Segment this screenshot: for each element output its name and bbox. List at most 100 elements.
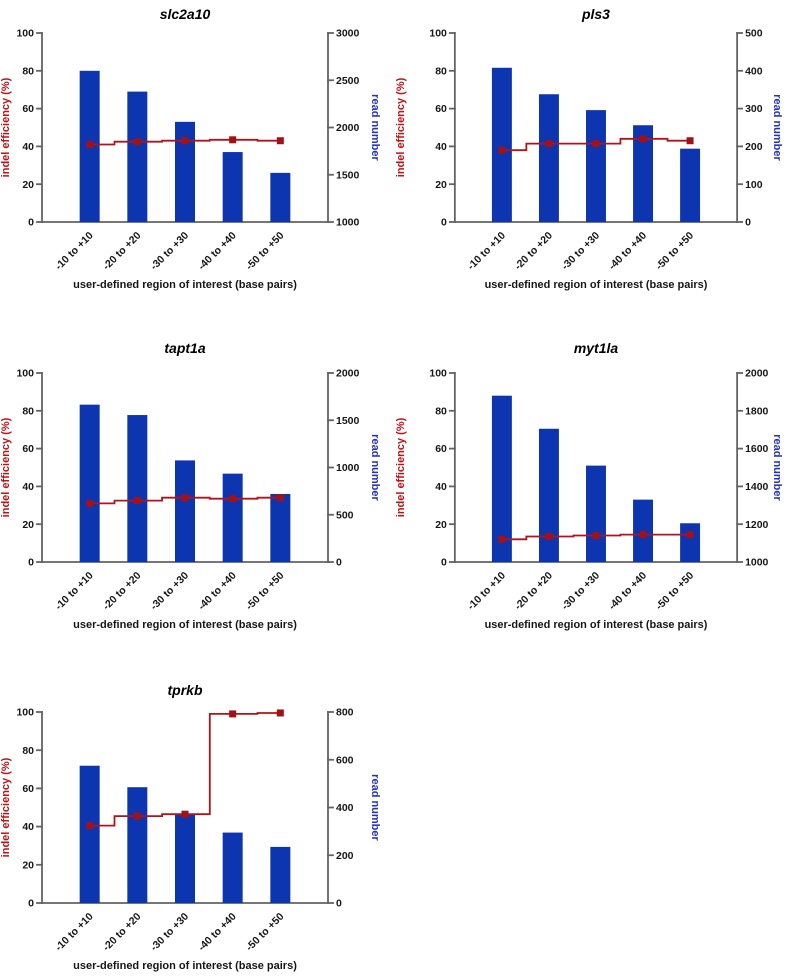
line-marker--40 to +40 [639, 135, 647, 143]
bar--50 to +50 [270, 846, 291, 903]
right-tick-label: 200 [745, 142, 763, 153]
right-axis-title: read number [771, 94, 783, 161]
left-tick-label: 0 [28, 217, 34, 229]
x-tick-label: -40 to +40 [196, 570, 239, 613]
right-tick-label: 400 [745, 66, 763, 77]
left-tick-label: 80 [22, 745, 34, 757]
left-tick-label: 100 [16, 368, 34, 380]
bar--10 to +10 [79, 404, 100, 562]
bar--40 to +40 [633, 499, 654, 562]
line-marker--10 to +10 [86, 822, 94, 830]
right-tick-label: 1500 [336, 169, 360, 181]
line-marker--20 to +20 [133, 138, 141, 146]
right-tick-label: 1500 [336, 415, 360, 427]
right-tick-label: 2000 [336, 122, 360, 134]
chart-svg-tprkb: tprkb 0 20 40 60 80 100 0 200 400 600 800 -10 to +10… [0, 682, 381, 972]
chart-myt1la: myt1la 0 20 40 60 80 100 1000 1200 1400 1600 1800 20… [394, 330, 787, 660]
empty-cell [394, 660, 787, 976]
chart-title: myt1la [574, 340, 618, 356]
left-tick-label: 0 [28, 557, 34, 569]
right-tick-label: 1800 [745, 406, 768, 417]
line-marker--40 to +40 [229, 136, 237, 144]
chart-title: slc2a10 [160, 6, 211, 22]
line-marker--40 to +40 [229, 495, 237, 503]
right-tick-label: 2000 [745, 369, 768, 380]
x-axis-title: user-defined region of interest (base pa… [73, 960, 297, 972]
left-tick-label: 40 [22, 821, 34, 833]
bar--40 to +40 [633, 125, 654, 222]
bar--20 to +20 [127, 415, 148, 562]
bar--30 to +30 [586, 110, 606, 222]
indel-efficiency-line [501, 533, 691, 541]
left-tick-label: 20 [435, 180, 447, 191]
right-tick-label: 400 [336, 802, 354, 814]
x-tick-label: -10 to +10 [466, 570, 508, 612]
bar--40 to +40 [222, 832, 243, 903]
chart-pls3: pls3 0 20 40 60 80 100 0 100 200 300 400 500 -10 to +… [394, 0, 787, 330]
x-tick-label: -10 to +10 [53, 230, 96, 273]
left-tick-label: 0 [28, 898, 34, 910]
x-tick-label: -20 to +20 [513, 230, 555, 272]
chart-title: pls3 [581, 6, 610, 22]
left-tick-label: 40 [435, 142, 447, 153]
line-marker--10 to +10 [86, 499, 94, 507]
x-tick-label: -40 to +40 [196, 911, 239, 954]
right-tick-label: 3000 [336, 28, 360, 40]
line-marker--20 to +20 [133, 497, 141, 505]
bar--30 to +30 [175, 121, 195, 222]
line-marker--30 to +30 [181, 137, 189, 145]
bar--20 to +20 [127, 91, 148, 222]
x-tick-label: -30 to +30 [148, 230, 191, 273]
line-marker--50 to +50 [276, 137, 284, 145]
left-tick-label: 60 [22, 783, 34, 795]
left-tick-label: 20 [22, 859, 34, 871]
x-tick-label: -50 to +50 [244, 230, 287, 273]
left-tick-label: 80 [22, 405, 34, 417]
right-tick-label: 500 [336, 509, 354, 521]
left-tick-label: 100 [429, 29, 447, 40]
right-tick-label: 1000 [745, 558, 768, 569]
left-axis-title: indel efficiency (%) [395, 417, 407, 517]
x-tick-label: -40 to +40 [607, 230, 649, 272]
right-tick-label: 800 [336, 707, 354, 719]
line-marker--20 to +20 [545, 140, 553, 148]
line-marker--30 to +30 [181, 494, 189, 502]
right-tick-label: 1400 [745, 482, 768, 493]
right-tick-label: 1000 [336, 217, 360, 229]
left-axis-title: indel efficiency (%) [395, 77, 407, 177]
left-tick-label: 40 [22, 481, 34, 493]
bar--50 to +50 [680, 523, 701, 562]
line-marker--50 to +50 [276, 494, 284, 502]
right-tick-label: 1600 [745, 444, 768, 455]
left-tick-label: 0 [441, 218, 447, 229]
right-axis-title: read number [369, 94, 381, 161]
bar--50 to +50 [680, 148, 701, 222]
x-tick-label: -50 to +50 [654, 230, 696, 272]
left-axis-title: indel efficiency (%) [0, 77, 12, 177]
right-tick-label: 600 [336, 754, 354, 766]
right-tick-label: 0 [336, 898, 342, 910]
x-tick-label: -40 to +40 [607, 570, 649, 612]
right-tick-label: 2000 [336, 368, 360, 380]
left-tick-label: 60 [22, 443, 34, 455]
line-marker--50 to +50 [276, 709, 284, 717]
chart-title: tprkb [168, 682, 203, 698]
line-marker--20 to +20 [545, 532, 553, 540]
indel-efficiency-line [89, 712, 281, 827]
right-axis-title: read number [369, 434, 381, 501]
right-tick-label: 2500 [336, 75, 360, 87]
line-marker--50 to +50 [686, 137, 694, 145]
right-axis-title: read number [369, 774, 381, 841]
left-tick-label: 20 [435, 520, 447, 531]
left-tick-label: 80 [435, 406, 447, 417]
bar--30 to +30 [586, 465, 606, 562]
x-tick-label: -40 to +40 [196, 230, 239, 273]
right-tick-label: 0 [336, 557, 342, 569]
left-tick-label: 0 [441, 558, 447, 569]
bar--20 to +20 [538, 428, 559, 562]
x-tick-label: -30 to +30 [148, 911, 191, 954]
chart-title: tapt1a [164, 340, 205, 356]
x-tick-label: -20 to +20 [101, 230, 144, 273]
bar--50 to +50 [270, 172, 291, 222]
